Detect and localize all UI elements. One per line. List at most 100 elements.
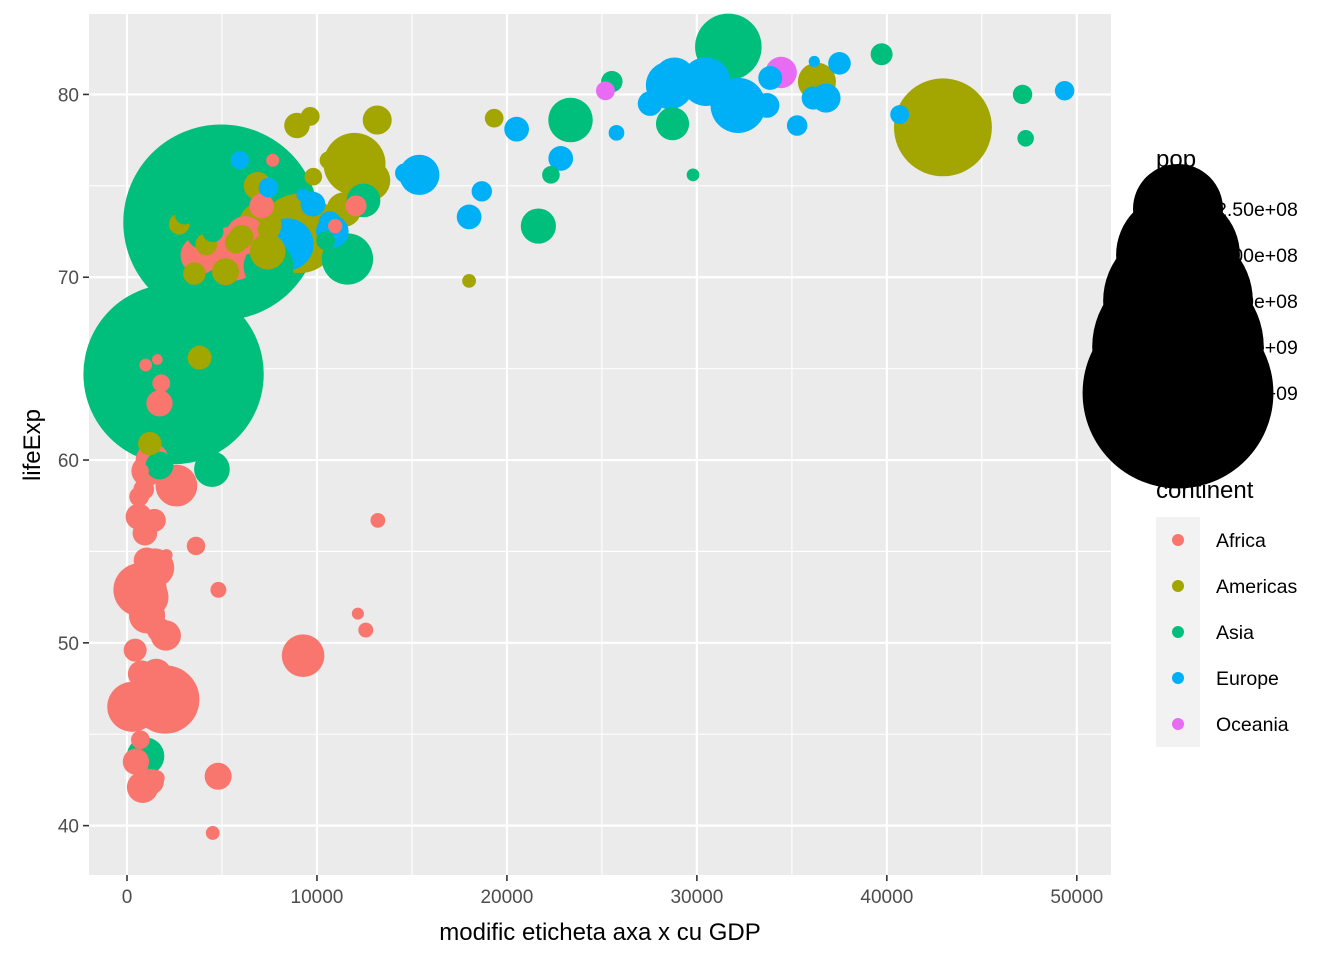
point-americas bbox=[249, 233, 286, 270]
legend-continent-key bbox=[1172, 718, 1184, 730]
point-africa bbox=[123, 638, 147, 662]
legend-pop: pop 2.50e+085.00e+087.50e+081.00e+091.25… bbox=[1082, 146, 1298, 489]
point-africa bbox=[152, 374, 171, 393]
legend-continent-label: Europe bbox=[1216, 668, 1279, 690]
point-europe bbox=[890, 105, 910, 124]
point-africa bbox=[147, 617, 172, 643]
data-points bbox=[83, 13, 1075, 840]
point-europe bbox=[296, 188, 310, 202]
point-africa bbox=[133, 547, 160, 574]
point-asia bbox=[655, 107, 690, 141]
point-americas bbox=[300, 106, 320, 126]
x-axis-title: modific eticheta axa x cu GDP bbox=[439, 919, 760, 946]
point-europe bbox=[808, 55, 820, 68]
axis-ticks: 0 10000 20000 30000 40000 50000 40 50 60 70 80 bbox=[58, 85, 1103, 908]
y-tick-label: 40 bbox=[58, 817, 79, 838]
x-tick-label: 0 bbox=[122, 887, 133, 908]
legend-continent-title: continent bbox=[1156, 477, 1254, 504]
point-africa bbox=[148, 770, 165, 786]
point-africa bbox=[132, 767, 154, 789]
point-africa bbox=[266, 153, 280, 167]
legend-continent-key bbox=[1172, 580, 1184, 592]
point-africa bbox=[210, 581, 227, 598]
legend-continent-key bbox=[1172, 626, 1184, 638]
point-asia bbox=[1017, 130, 1034, 147]
legend-continent: continent Africa Americas Asia Europe Oceani… bbox=[1156, 477, 1298, 747]
point-europe bbox=[1054, 81, 1075, 101]
point-asia bbox=[520, 208, 556, 244]
point-africa bbox=[205, 826, 220, 840]
point-asia bbox=[548, 97, 593, 143]
legend-pop-label: 1.25e+09 bbox=[1216, 383, 1298, 405]
point-europe bbox=[258, 177, 279, 198]
point-asia bbox=[191, 186, 222, 218]
legend-continent-label: Asia bbox=[1216, 622, 1254, 644]
point-africa bbox=[249, 193, 275, 219]
x-tick-label: 10000 bbox=[291, 887, 344, 908]
point-africa bbox=[142, 508, 166, 532]
point-africa bbox=[345, 195, 367, 217]
point-asia bbox=[177, 327, 195, 345]
point-americas bbox=[187, 345, 212, 370]
point-asia bbox=[202, 220, 224, 243]
x-tick-label: 40000 bbox=[860, 887, 913, 908]
point-asia bbox=[316, 231, 336, 251]
point-asia bbox=[686, 168, 700, 182]
point-africa bbox=[131, 730, 150, 750]
point-africa bbox=[160, 549, 173, 562]
y-tick-label: 80 bbox=[58, 85, 79, 106]
point-africa bbox=[327, 218, 343, 234]
legend-continent-label: Americas bbox=[1216, 576, 1298, 598]
point-africa bbox=[351, 607, 364, 620]
legend-continent-key bbox=[1172, 672, 1184, 684]
point-africa bbox=[130, 701, 146, 717]
point-americas bbox=[362, 105, 392, 135]
point-americas bbox=[304, 167, 323, 186]
point-africa bbox=[186, 536, 206, 556]
point-europe bbox=[637, 91, 663, 116]
point-africa bbox=[370, 513, 386, 528]
point-europe bbox=[504, 116, 529, 142]
x-tick-label: 20000 bbox=[480, 887, 533, 908]
point-africa bbox=[132, 663, 157, 688]
point-americas bbox=[224, 231, 247, 254]
point-asia bbox=[194, 451, 230, 488]
point-americas bbox=[462, 273, 477, 288]
point-asia bbox=[1012, 84, 1033, 105]
point-africa bbox=[204, 762, 232, 790]
point-asia bbox=[140, 310, 174, 344]
point-americas bbox=[138, 431, 162, 456]
point-africa bbox=[136, 586, 164, 615]
point-europe bbox=[230, 151, 249, 170]
point-africa bbox=[146, 390, 173, 417]
point-asia bbox=[870, 43, 893, 66]
point-oceania bbox=[595, 81, 615, 101]
point-americas bbox=[257, 221, 275, 239]
x-tick-label: 50000 bbox=[1050, 887, 1103, 908]
point-asia bbox=[175, 205, 194, 225]
point-americas bbox=[484, 108, 504, 128]
point-africa bbox=[358, 622, 374, 638]
legend-continent-key bbox=[1172, 534, 1184, 546]
point-americas bbox=[893, 78, 992, 177]
point-europe bbox=[801, 86, 825, 110]
point-africa bbox=[129, 486, 150, 507]
point-europe bbox=[758, 66, 783, 90]
legend-continent-label: Africa bbox=[1216, 530, 1266, 552]
point-europe bbox=[471, 181, 493, 202]
point-asia bbox=[542, 166, 560, 184]
point-europe bbox=[608, 124, 625, 141]
point-europe bbox=[653, 57, 696, 99]
point-africa bbox=[139, 358, 153, 372]
legend-continent-label: Oceania bbox=[1216, 714, 1289, 736]
point-africa bbox=[126, 712, 144, 731]
y-tick-label: 60 bbox=[58, 451, 79, 472]
point-europe bbox=[681, 57, 731, 106]
point-asia bbox=[145, 451, 174, 480]
point-europe bbox=[786, 115, 808, 136]
y-tick-label: 70 bbox=[58, 268, 79, 289]
point-americas bbox=[183, 262, 206, 285]
point-africa bbox=[133, 463, 149, 479]
y-tick-label: 50 bbox=[58, 634, 79, 655]
point-africa bbox=[151, 354, 163, 365]
